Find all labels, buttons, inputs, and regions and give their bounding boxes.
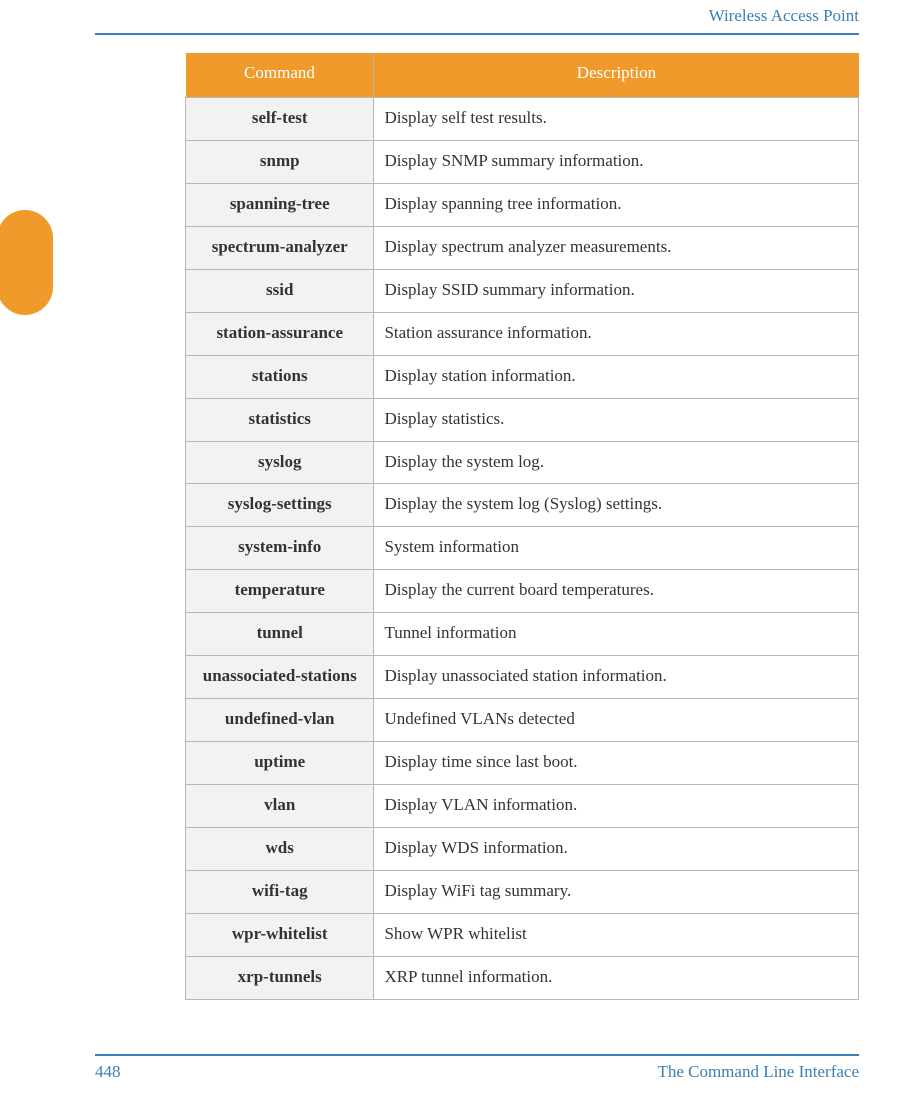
description-cell: Display SNMP summary information. xyxy=(374,140,859,183)
table-row: undefined-vlanUndefined VLANs detected xyxy=(186,699,859,742)
table-row: xrp-tunnelsXRP tunnel information. xyxy=(186,956,859,999)
command-cell: wpr-whitelist xyxy=(186,913,374,956)
description-cell: Display the current board temperatures. xyxy=(374,570,859,613)
header-title: Wireless Access Point xyxy=(709,6,859,26)
description-cell: Display time since last boot. xyxy=(374,742,859,785)
command-cell: snmp xyxy=(186,140,374,183)
page-number: 448 xyxy=(95,1062,121,1082)
page-footer: 448 The Command Line Interface xyxy=(95,1054,859,1084)
description-cell: Display SSID summary information. xyxy=(374,269,859,312)
command-cell: spanning-tree xyxy=(186,183,374,226)
command-cell: statistics xyxy=(186,398,374,441)
command-cell: xrp-tunnels xyxy=(186,956,374,999)
description-cell: Station assurance information. xyxy=(374,312,859,355)
table-row: uptimeDisplay time since last boot. xyxy=(186,742,859,785)
command-cell: syslog xyxy=(186,441,374,484)
description-cell: XRP tunnel information. xyxy=(374,956,859,999)
table-row: spanning-treeDisplay spanning tree infor… xyxy=(186,183,859,226)
description-cell: Display spanning tree information. xyxy=(374,183,859,226)
description-cell: Display spectrum analyzer measurements. xyxy=(374,226,859,269)
description-cell: System information xyxy=(374,527,859,570)
table-row: vlanDisplay VLAN information. xyxy=(186,785,859,828)
description-cell: Undefined VLANs detected xyxy=(374,699,859,742)
table-row: unassociated-stationsDisplay unassociate… xyxy=(186,656,859,699)
page-header: Wireless Access Point xyxy=(95,0,859,35)
table-header-row: Command Description xyxy=(186,53,859,98)
table-row: wifi-tagDisplay WiFi tag summary. xyxy=(186,870,859,913)
table-row: wpr-whitelistShow WPR whitelist xyxy=(186,913,859,956)
command-cell: wifi-tag xyxy=(186,870,374,913)
table-row: temperatureDisplay the current board tem… xyxy=(186,570,859,613)
table-row: ssidDisplay SSID summary information. xyxy=(186,269,859,312)
command-cell: ssid xyxy=(186,269,374,312)
command-cell: spectrum-analyzer xyxy=(186,226,374,269)
header-rule xyxy=(95,33,859,35)
table-row: snmpDisplay SNMP summary information. xyxy=(186,140,859,183)
description-cell: Display VLAN information. xyxy=(374,785,859,828)
command-cell: wds xyxy=(186,827,374,870)
command-cell: unassociated-stations xyxy=(186,656,374,699)
table-row: system-infoSystem information xyxy=(186,527,859,570)
command-cell: stations xyxy=(186,355,374,398)
table-row: stationsDisplay station information. xyxy=(186,355,859,398)
command-cell: system-info xyxy=(186,527,374,570)
col-header-description: Description xyxy=(374,53,859,98)
description-cell: Show WPR whitelist xyxy=(374,913,859,956)
table-row: spectrum-analyzerDisplay spectrum analyz… xyxy=(186,226,859,269)
description-cell: Display the system log. xyxy=(374,441,859,484)
table-row: station-assuranceStation assurance infor… xyxy=(186,312,859,355)
table-row: statisticsDisplay statistics. xyxy=(186,398,859,441)
content-area: Command Description self-testDisplay sel… xyxy=(185,53,859,1000)
description-cell: Display the system log (Syslog) settings… xyxy=(374,484,859,527)
command-cell: undefined-vlan xyxy=(186,699,374,742)
table-row: tunnelTunnel information xyxy=(186,613,859,656)
description-cell: Display WDS information. xyxy=(374,827,859,870)
description-cell: Display WiFi tag summary. xyxy=(374,870,859,913)
table-row: self-testDisplay self test results. xyxy=(186,98,859,141)
description-cell: Display self test results. xyxy=(374,98,859,141)
command-cell: uptime xyxy=(186,742,374,785)
description-cell: Display unassociated station information… xyxy=(374,656,859,699)
description-cell: Display statistics. xyxy=(374,398,859,441)
command-cell: tunnel xyxy=(186,613,374,656)
footer-section: The Command Line Interface xyxy=(657,1062,859,1082)
command-cell: vlan xyxy=(186,785,374,828)
table-row: syslogDisplay the system log. xyxy=(186,441,859,484)
side-tab-decoration xyxy=(0,210,53,315)
table-row: wdsDisplay WDS information. xyxy=(186,827,859,870)
footer-rule xyxy=(95,1054,859,1056)
command-cell: syslog-settings xyxy=(186,484,374,527)
description-cell: Tunnel information xyxy=(374,613,859,656)
command-cell: temperature xyxy=(186,570,374,613)
command-cell: station-assurance xyxy=(186,312,374,355)
table-row: syslog-settingsDisplay the system log (S… xyxy=(186,484,859,527)
command-table: Command Description self-testDisplay sel… xyxy=(185,53,859,1000)
col-header-command: Command xyxy=(186,53,374,98)
command-cell: self-test xyxy=(186,98,374,141)
description-cell: Display station information. xyxy=(374,355,859,398)
